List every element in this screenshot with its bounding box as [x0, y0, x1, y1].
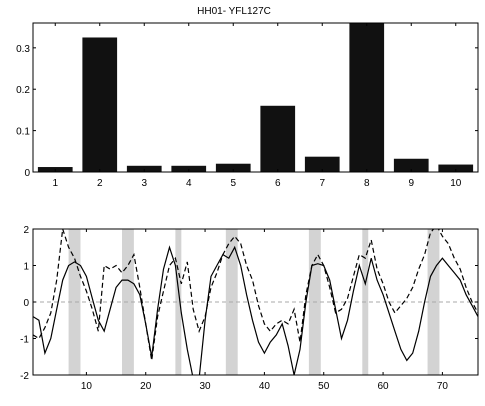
x-tick-label: 60: [378, 381, 390, 392]
x-tick-label: 1: [52, 178, 58, 189]
y-tick-label: 0.1: [16, 127, 30, 138]
x-tick-label: 50: [318, 381, 330, 392]
bar: [260, 105, 296, 172]
bar-chart-panel: 1 2 3 4 5 6 7 8 9 10 0 0.1 0.2 0.3: [16, 22, 479, 189]
y-tick-label: 0: [24, 168, 30, 179]
bar: [171, 165, 207, 172]
x-tick-label: 4: [186, 178, 192, 189]
y-tick-label: 2: [23, 225, 29, 236]
y-tick-label: 0.3: [16, 44, 30, 55]
bar: [438, 164, 474, 172]
bar-plot-frame: [32, 22, 479, 173]
line-chart-panel: 10 20 30 40 50 60 70 -2 -1 0 1 2: [20, 225, 479, 392]
chart-title: HH01- YFL127C: [197, 6, 271, 17]
x-tick-label: 10: [81, 381, 93, 392]
y-tick-label: -1: [20, 335, 29, 346]
bar: [304, 156, 340, 172]
solid-series-line: [33, 245, 478, 375]
bar: [82, 37, 118, 172]
dashed-series-line: [33, 229, 478, 361]
x-tick-label: 9: [408, 178, 414, 189]
x-tick-label: 3: [141, 178, 147, 189]
shaded-band: [175, 229, 182, 375]
y-tick-label: 0.2: [16, 85, 30, 96]
x-tick-label: 5: [230, 178, 236, 189]
x-tick-label: 7: [319, 178, 325, 189]
y-tick-label: 1: [23, 262, 29, 273]
x-tick-label: 20: [140, 381, 152, 392]
x-tick-label: 10: [450, 178, 462, 189]
x-tick-label: 70: [437, 381, 449, 392]
shaded-band: [68, 229, 81, 375]
x-tick-label: 6: [275, 178, 281, 189]
x-tick-label: 2: [97, 178, 103, 189]
x-tick-label: 8: [364, 178, 370, 189]
x-tick-label: 30: [200, 381, 212, 392]
bar: [126, 165, 162, 172]
x-tick-label: 40: [259, 381, 271, 392]
y-tick-label: 0: [23, 298, 29, 309]
bar: [215, 163, 251, 172]
y-tick-label: -2: [20, 371, 29, 382]
bar: [393, 158, 429, 172]
bar: [349, 23, 385, 172]
